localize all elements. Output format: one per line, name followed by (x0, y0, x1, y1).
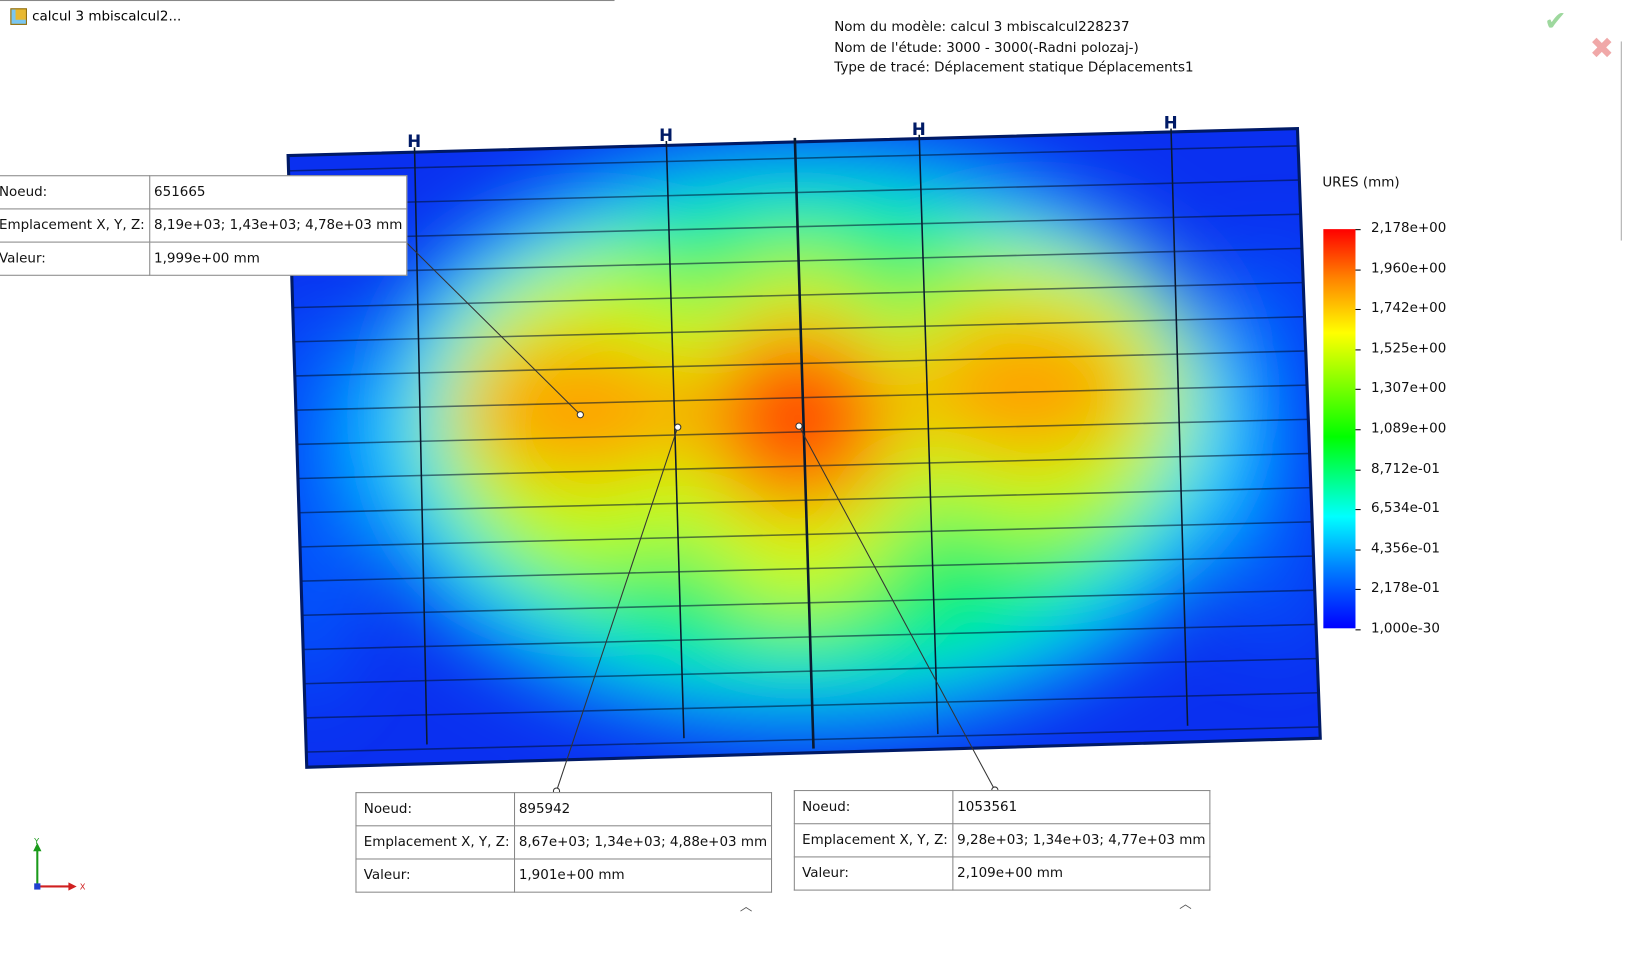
location-label: Emplacement X, Y, Z: (0, 208, 150, 243)
study-name: Nom de l'étude: 3000 - 3000(-Radni poloz… (834, 39, 1139, 56)
plate-outline (286, 126, 1322, 769)
close-icon[interactable]: ✖ (1589, 31, 1615, 66)
slat-line (288, 691, 1321, 720)
slat-line (288, 247, 1321, 275)
probe-2-table[interactable]: Noeud: 895942 Emplacement X, Y, Z: 8,67e+0… (355, 792, 773, 893)
legend-title: URES (mm) (1322, 175, 1400, 191)
slat-line (288, 281, 1321, 309)
probe-2-point (674, 423, 682, 431)
probe-2-collapse-icon[interactable]: ︿ (739, 898, 753, 914)
location-value: 8,67e+03; 1,34e+03; 4,88e+03 mm (513, 825, 773, 860)
value-label: Valeur: (355, 858, 515, 893)
tab-divider (0, 0, 615, 2)
location-value: 8,19e+03; 1,43e+03; 4,78e+03 mm (148, 208, 408, 243)
value-value: 2,109e+00 mm (952, 856, 1211, 891)
legend-tick (1355, 549, 1361, 551)
beam-line (413, 147, 428, 745)
slat-line (288, 657, 1321, 686)
legend-label: 1,089e+00 (1371, 420, 1447, 437)
probe-3-point (795, 422, 803, 430)
legend-label: 4,356e-01 (1371, 540, 1440, 557)
node-label: Noeud: (793, 790, 954, 825)
node-value: 1053561 (952, 790, 1211, 825)
slat-line (288, 452, 1321, 480)
probe-1-point (576, 411, 584, 419)
legend-label: 1,000e-30 (1371, 621, 1440, 637)
z-axis-icon (34, 883, 41, 890)
color-bar (1323, 229, 1356, 629)
node-value: 651665 (148, 175, 408, 210)
model-name: Nom du modèle: calcul 3 mbiscalcul228237 (834, 19, 1130, 36)
legend-tick (1355, 429, 1361, 431)
legend-label: 1,307e+00 (1371, 380, 1447, 397)
legend-label: 2,178e+00 (1371, 220, 1447, 237)
slat-line (288, 486, 1321, 514)
slat-line (288, 726, 1321, 754)
slat-line (288, 178, 1321, 207)
tab-title: calcul 3 mbiscalcul2... (32, 8, 182, 25)
plot-type: Type de tracé: Déplacement statique Dépl… (834, 60, 1194, 76)
model-tab[interactable]: calcul 3 mbiscalcul2... (10, 8, 181, 25)
value-label: Valeur: (0, 241, 150, 276)
probe-3-table[interactable]: Noeud: 1053561 Emplacement X, Y, Z: 9,28e+… (793, 790, 1211, 891)
legend-label: 6,534e-01 (1371, 500, 1440, 517)
lifting-lug-icon: H (1164, 114, 1178, 133)
location-label: Emplacement X, Y, Z: (355, 825, 515, 860)
node-label: Noeud: (355, 792, 515, 827)
legend-tick (1355, 309, 1361, 311)
value-label: Valeur: (793, 856, 954, 891)
node-label: Noeud: (0, 175, 150, 210)
slat-line (288, 554, 1321, 583)
panel-edge (1620, 41, 1625, 241)
slat-line (288, 589, 1321, 617)
legend-tick (1355, 389, 1361, 391)
plot-info: Nom du modèle: calcul 3 mbiscalcul228237… (834, 18, 1193, 79)
legend-tick (1355, 509, 1361, 511)
slat-line (288, 623, 1321, 651)
legend-tick (1355, 469, 1361, 471)
beam-line (793, 137, 815, 749)
beam-line (665, 140, 685, 739)
probe-3-collapse-icon[interactable]: ︿ (1179, 896, 1192, 912)
node-value: 895942 (513, 792, 773, 827)
legend-label: 8,712e-01 (1371, 460, 1440, 477)
probe-1-table[interactable]: Noeud: 651665 Emplacement X, Y, Z: 8,19e+0… (0, 175, 408, 276)
part-icon (10, 8, 27, 25)
location-value: 9,28e+03; 1,34e+03; 4,77e+03 mm (952, 823, 1211, 858)
location-label: Emplacement X, Y, Z: (793, 823, 954, 858)
slat-line (288, 520, 1321, 549)
probe-2-leader (556, 426, 679, 792)
legend-label: 1,525e+00 (1371, 340, 1447, 357)
legend-label: 1,742e+00 (1371, 300, 1447, 317)
slat-line (288, 315, 1321, 343)
legend-label: 1,960e+00 (1371, 260, 1447, 277)
lifting-lug-icon: H (912, 120, 926, 139)
legend-tick (1355, 589, 1361, 591)
lifting-lug-icon: H (407, 132, 421, 151)
legend-tick (1355, 629, 1361, 631)
legend-tick (1355, 269, 1361, 271)
legend-tick (1355, 349, 1361, 351)
x-label: X (80, 882, 86, 892)
slat-line (288, 349, 1321, 378)
slat-line (288, 144, 1321, 172)
legend-label: 2,178e-01 (1371, 581, 1440, 597)
probe-3-leader (798, 425, 996, 791)
slat-line (288, 212, 1321, 241)
axis-triad: Y X (33, 836, 86, 892)
y-label: Y (33, 836, 40, 846)
beam-line (1170, 128, 1189, 726)
legend-tick (1355, 229, 1361, 231)
value-value: 1,999e+00 mm (148, 241, 408, 276)
probe-1-leader (389, 225, 581, 416)
value-value: 1,901e+00 mm (513, 858, 773, 893)
beam-line (918, 134, 939, 735)
check-icon[interactable]: ✔ (1544, 6, 1567, 38)
lifting-lug-icon: H (659, 126, 673, 145)
